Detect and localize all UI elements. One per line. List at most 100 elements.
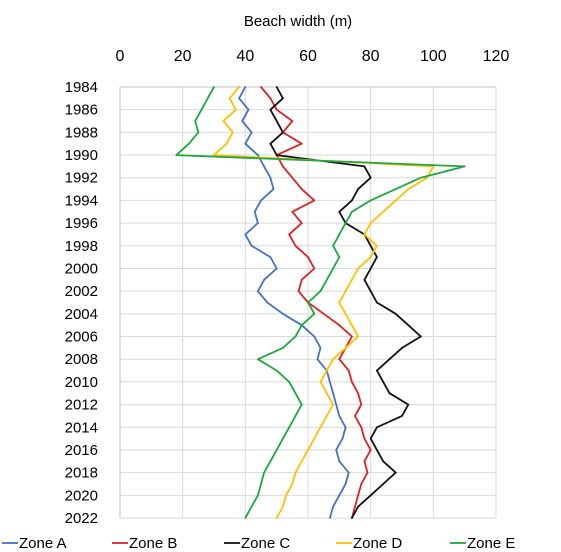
data-point-zone-e: [344, 222, 347, 225]
data-point-zone-a: [238, 97, 240, 100]
data-point-zone-a: [338, 415, 341, 417]
data-point-zone-b: [338, 324, 341, 327]
data-point-zone-b: [363, 437, 366, 440]
data-point-zone-a: [269, 256, 272, 259]
data-point-zone-a: [335, 403, 338, 406]
data-point-zone-c: [407, 324, 410, 327]
data-point-zone-d: [344, 346, 347, 349]
data-point-zone-d: [319, 426, 322, 429]
data-point-zone-b: [260, 86, 262, 88]
data-point-zone-c: [357, 188, 360, 190]
y-tick-label: 1994: [65, 192, 98, 209]
data-point-zone-e: [206, 97, 209, 100]
data-point-zone-c: [350, 517, 353, 519]
data-point-zone-b: [350, 380, 353, 383]
data-point-zone-e: [288, 380, 291, 383]
data-point-zone-c: [388, 392, 391, 395]
data-point-zone-a: [272, 188, 275, 190]
data-point-zone-e: [200, 108, 203, 111]
data-point-zone-c: [282, 97, 284, 100]
y-tick-label: 1986: [65, 102, 98, 119]
data-point-zone-d: [275, 517, 278, 519]
data-point-zone-e: [319, 290, 322, 293]
data-point-zone-c: [275, 120, 278, 122]
data-point-zone-b: [360, 483, 363, 485]
data-point-zone-c: [369, 437, 372, 440]
data-point-zone-b: [360, 403, 363, 406]
y-tick-label: 2016: [65, 442, 98, 459]
data-point-zone-b: [338, 358, 341, 361]
data-point-zone-b: [282, 165, 284, 168]
data-point-zone-d: [325, 415, 328, 417]
series-line-zone-c: [269, 86, 422, 519]
y-tick-label: 2020: [65, 487, 98, 504]
data-point-zone-e: [300, 403, 303, 406]
data-point-zone-d: [319, 380, 322, 383]
legend: Zone A Zone B Zone C Zone D Zone E: [2, 535, 515, 552]
x-tick-labels: 0 20 40 60 80 100 120: [116, 48, 510, 65]
data-point-zone-d: [357, 335, 360, 338]
y-tick-label: 1988: [65, 124, 98, 141]
x-tick-label: 20: [174, 48, 192, 65]
data-point-zone-e: [338, 233, 341, 236]
data-point-zone-a: [247, 108, 250, 111]
data-point-zone-b: [300, 278, 303, 281]
data-point-zone-c: [275, 86, 278, 88]
data-point-zone-a: [335, 449, 338, 451]
data-point-zone-e: [369, 199, 372, 202]
data-point-zone-a: [256, 222, 259, 225]
data-point-zone-c: [376, 301, 378, 304]
data-point-zone-b: [291, 176, 294, 179]
data-point-zone-c: [269, 142, 272, 145]
series-line-zone-e: [175, 86, 466, 519]
data-point-zone-c: [388, 358, 391, 361]
data-point-zone-a: [256, 154, 259, 156]
data-point-zone-b: [322, 312, 325, 315]
data-point-zone-c: [369, 290, 372, 293]
data-point-zone-e: [300, 324, 303, 327]
data-point-zone-e: [244, 517, 247, 519]
data-point-zone-d: [285, 494, 287, 497]
data-point-zone-e: [463, 165, 466, 168]
data-point-zone-b: [297, 290, 300, 293]
series-line-zone-a: [238, 86, 350, 519]
data-point-zone-e: [260, 483, 262, 485]
data-point-zone-d: [313, 437, 316, 440]
data-point-zone-d: [222, 120, 225, 122]
data-point-zone-a: [332, 392, 334, 395]
data-point-zone-e: [175, 154, 178, 156]
data-point-zone-e: [307, 301, 309, 304]
data-point-zone-d: [344, 290, 347, 293]
data-point-zone-b: [366, 471, 369, 474]
data-point-zone-a: [253, 210, 256, 213]
data-point-zone-c: [363, 278, 366, 281]
data-point-zone-b: [269, 97, 272, 100]
data-point-zone-b: [307, 256, 309, 259]
data-point-zone-d: [369, 222, 372, 225]
legend-label: Zone B: [129, 535, 177, 552]
data-point-zone-d: [382, 210, 385, 213]
data-point-zone-d: [282, 505, 284, 508]
data-point-zone-e: [256, 494, 259, 497]
data-point-zone-b: [275, 108, 278, 111]
data-point-zone-d: [369, 256, 372, 259]
data-point-zone-e: [350, 210, 353, 213]
data-point-zone-a: [250, 131, 253, 134]
data-point-zone-a: [282, 312, 284, 315]
data-point-zone-d: [332, 403, 334, 406]
data-point-zone-c: [269, 108, 272, 111]
data-point-zone-b: [300, 142, 303, 145]
y-tick-label: 1996: [65, 215, 98, 232]
series-line-zone-d: [213, 86, 435, 519]
data-point-zone-a: [244, 142, 247, 145]
data-point-zone-c: [394, 471, 397, 474]
data-point-zone-d: [394, 199, 397, 202]
y-tick-label: 2012: [65, 397, 98, 414]
legend-label: Zone D: [353, 535, 402, 552]
y-tick-label: 2002: [65, 283, 98, 300]
data-point-zone-c: [407, 403, 410, 406]
data-point-zone-b: [357, 494, 360, 497]
data-point-zone-e: [197, 131, 200, 134]
data-point-zone-a: [332, 505, 334, 508]
